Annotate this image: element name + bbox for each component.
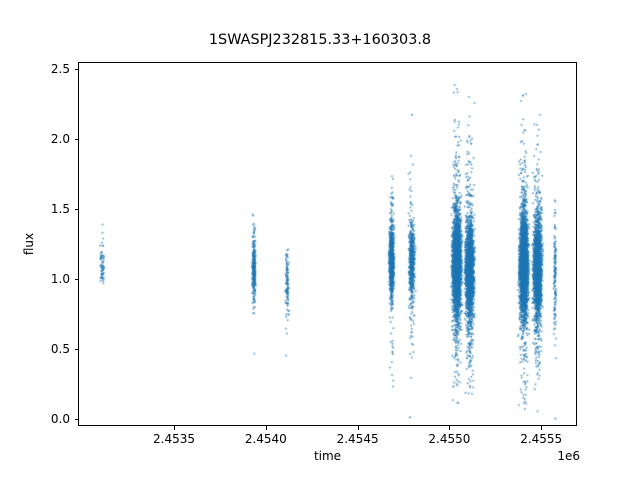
plot-axes-area: [78, 62, 577, 426]
x-tick-mark: [174, 426, 176, 430]
x-tick-mark: [265, 426, 267, 430]
y-axis-label: flux: [22, 232, 36, 256]
y-tick-mark: [74, 279, 78, 280]
x-tick-label: 2.4540: [244, 432, 287, 446]
x-tick-mark: [541, 426, 543, 430]
y-tick-label: 0.0: [50, 412, 70, 426]
scatter-plot-canvas: [79, 63, 576, 425]
x-axis-offset-label: 1e6: [557, 449, 580, 463]
x-tick-label: 2.4545: [336, 432, 379, 446]
y-tick-label: 2.0: [50, 132, 70, 146]
x-tick-label: 2.4555: [520, 432, 563, 446]
x-axis-label: time: [313, 449, 342, 463]
y-tick-mark: [74, 209, 78, 210]
y-tick-label: 1.5: [50, 202, 70, 216]
x-tick-label: 2.4535: [153, 432, 196, 446]
page-title: 1SWASPJ232815.33+160303.8: [208, 32, 432, 48]
y-tick-label: 1.0: [50, 272, 70, 286]
x-tick-mark: [357, 426, 359, 430]
y-tick-mark: [74, 419, 78, 420]
y-tick-label: 0.5: [50, 342, 70, 356]
y-tick-mark: [74, 139, 78, 140]
y-tick-label: 2.5: [50, 62, 70, 76]
y-tick-mark: [74, 69, 78, 70]
y-tick-mark: [74, 349, 78, 350]
x-tick-mark: [449, 426, 451, 430]
x-tick-label: 2.4550: [428, 432, 471, 446]
